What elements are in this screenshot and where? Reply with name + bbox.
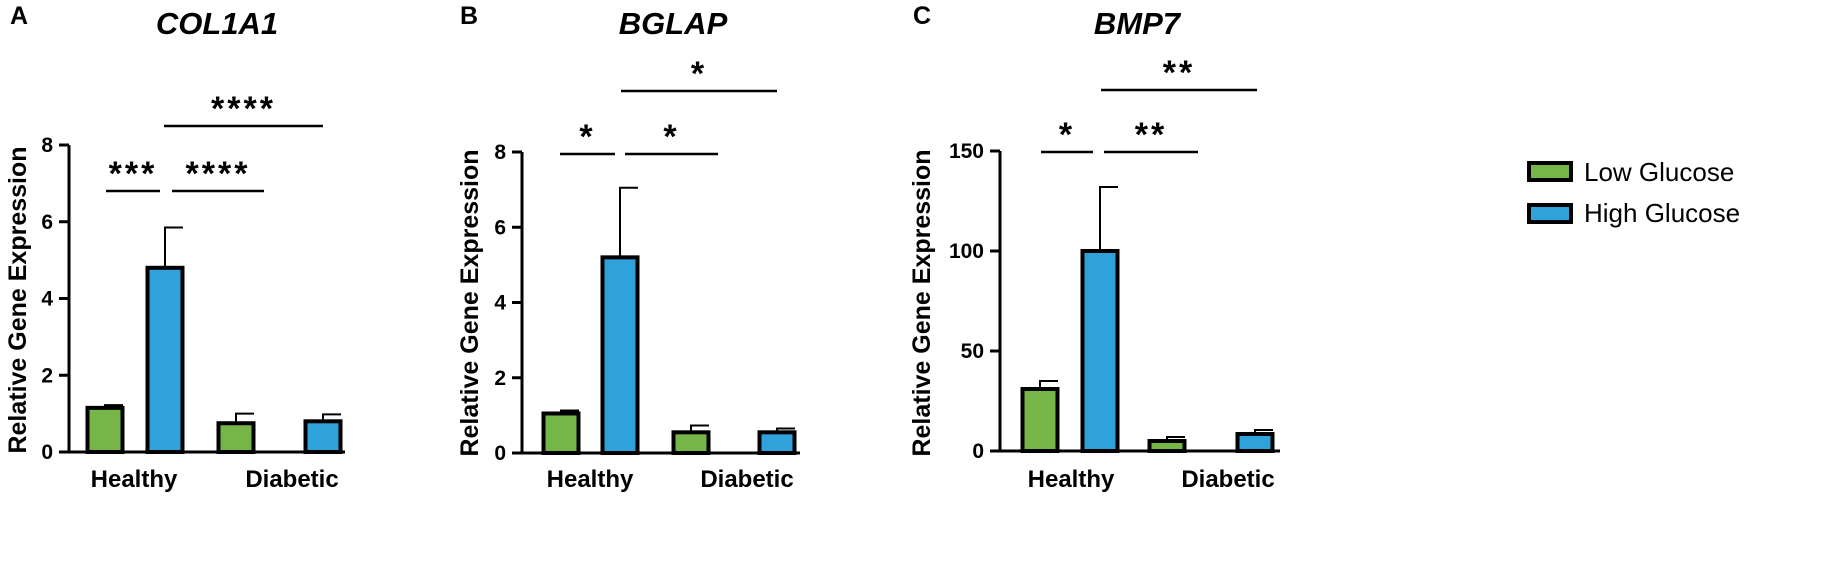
significance-stars: *** — [109, 155, 158, 193]
bar-healthy-high-glucose — [600, 255, 640, 455]
bar-diabetic-high-glucose — [1235, 432, 1275, 453]
bar-healthy-high-glucose — [145, 265, 185, 454]
legend-label-high-glucose: High Glucose — [1584, 198, 1740, 228]
category-label-diabetic: Diabetic — [245, 466, 338, 493]
bars — [541, 186, 797, 455]
significance-stars: **** — [211, 90, 276, 128]
bar-diabetic-high-glucose — [303, 419, 343, 454]
category-label-healthy: Healthy — [1028, 466, 1115, 493]
bar-diabetic-low-glucose — [216, 421, 256, 454]
bars — [1020, 186, 1275, 453]
bar-healthy-high-glucose — [1080, 249, 1120, 453]
y-axis-label: Relative Gene Expression — [456, 149, 484, 456]
y-tick-label: 4 — [494, 292, 506, 315]
y-tick-label: 6 — [41, 211, 53, 234]
bar-diabetic-high-glucose — [757, 430, 797, 455]
panel-b: B BGLAP Relative Gene Expression 0 2 4 6 8 *… — [456, 2, 800, 493]
y-tick-label: 2 — [494, 367, 506, 390]
bar-diabetic-low-glucose — [671, 430, 711, 455]
y-axis-label: Relative Gene Expression — [908, 149, 936, 456]
y-tick-label: 2 — [41, 364, 53, 387]
legend-label-low-glucose: Low Glucose — [1584, 157, 1734, 187]
significance-stars: ** — [1163, 54, 1195, 92]
y-ticks: 0 2 4 6 8 — [41, 134, 69, 464]
y-tick-label: 0 — [494, 442, 506, 465]
bar-diabetic-low-glucose — [1147, 439, 1187, 453]
y-tick-label: 8 — [41, 134, 53, 157]
y-ticks: 0 50 100 150 — [949, 140, 1000, 463]
y-tick-label: 50 — [961, 340, 984, 363]
category-label-diabetic: Diabetic — [1181, 466, 1274, 493]
y-tick-label: 100 — [949, 240, 984, 263]
significance-brackets: * * * — [560, 55, 777, 156]
bar-healthy-low-glucose — [541, 411, 581, 455]
significance-stars: * — [691, 55, 707, 93]
panel-c: C BMP7 Relative Gene Expression 0 50 100 15… — [908, 2, 1280, 493]
legend-swatch-low-glucose — [1527, 161, 1573, 182]
significance-brackets: * **** — [1041, 54, 1257, 154]
significance-stars: **** — [186, 155, 251, 193]
bar-healthy-low-glucose — [1020, 387, 1060, 453]
significance-stars: * — [1059, 116, 1075, 154]
significance-stars: * — [663, 118, 679, 156]
legend: Low Glucose High Glucose — [1527, 157, 1740, 228]
significance-brackets: *** ******** — [106, 90, 323, 193]
bar-healthy-low-glucose — [85, 405, 125, 454]
y-tick-label: 4 — [41, 288, 53, 311]
bars — [85, 226, 343, 454]
panel-a: A COL1A1 Relative Gene Expression 02468 … — [4, 2, 345, 493]
chart-title: BMP7 — [1094, 6, 1182, 41]
y-tick-label: 0 — [972, 440, 984, 463]
chart-title: COL1A1 — [156, 6, 278, 41]
y-tick-label: 8 — [494, 141, 506, 164]
y-axis-label: Relative Gene Expression — [4, 146, 32, 453]
category-label-healthy: Healthy — [547, 466, 634, 493]
significance-stars: ** — [1135, 116, 1167, 154]
panel-label: A — [10, 2, 28, 30]
panel-label: B — [460, 2, 478, 30]
category-label-healthy: Healthy — [91, 466, 178, 493]
y-ticks: 0 2 4 6 8 — [494, 141, 522, 465]
chart-title: BGLAP — [619, 6, 728, 41]
y-tick-label: 6 — [494, 216, 506, 239]
y-tick-label: 150 — [949, 140, 984, 163]
panel-label: C — [913, 2, 931, 30]
y-tick-label: 0 — [41, 441, 53, 464]
significance-stars: * — [579, 118, 595, 156]
legend-swatch-high-glucose — [1527, 203, 1573, 224]
category-label-diabetic: Diabetic — [700, 466, 793, 493]
